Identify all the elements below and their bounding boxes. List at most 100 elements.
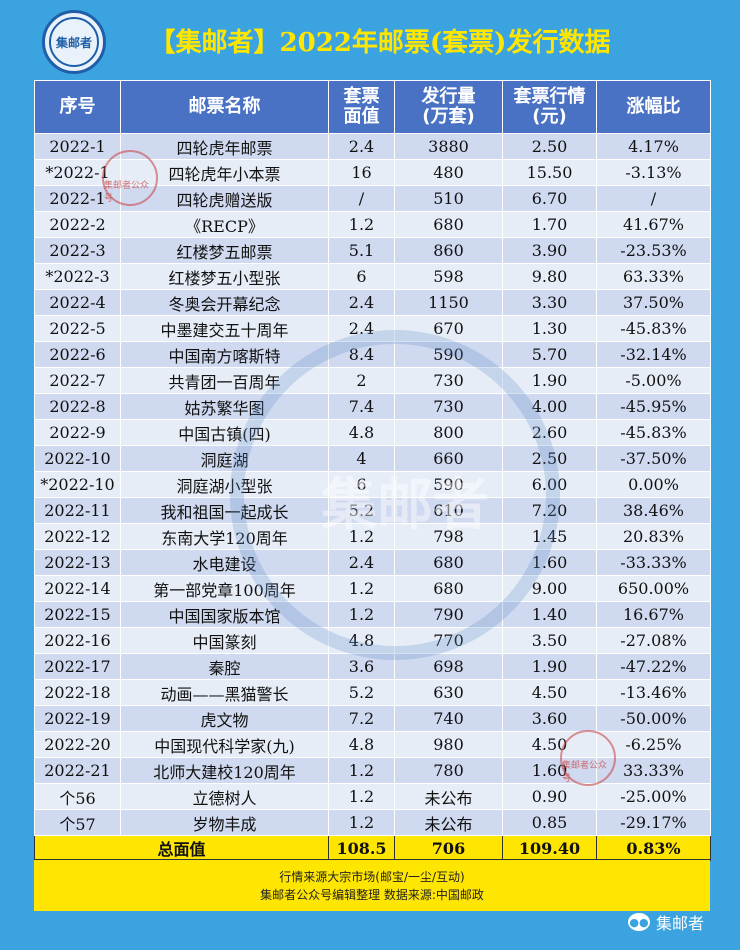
cell-market-price: 5.70 (502, 341, 597, 368)
cell-change: -45.83% (596, 315, 711, 342)
cell-stamp-name: 四轮虎赠送版 (120, 185, 329, 212)
cell-serial: 2022-12 (34, 523, 121, 550)
cell-market-price: 1.40 (502, 601, 597, 628)
cell-serial: 2022-16 (34, 627, 121, 654)
cell-face-value: / (328, 185, 395, 212)
cell-issue-volume: 598 (394, 263, 503, 290)
table-row: 2022-21 北师大建校120周年 1.2 780 1.60 33.33% (34, 757, 711, 784)
cell-face-value: 7.2 (328, 705, 395, 732)
cell-market-price: 2.50 (502, 445, 597, 472)
header: 集邮者 【集邮者】2022年邮票(套票)发行数据 (0, 0, 740, 80)
table-row: 2022-19 虎文物 7.2 740 3.60 -50.00% (34, 705, 711, 732)
cell-stamp-name: 中国篆刻 (120, 627, 329, 654)
col-header-issue-volume: 发行量 (万套) (394, 80, 503, 134)
table-row: *2022-3 红楼梦五小型张 6 598 9.80 63.33% (34, 263, 711, 290)
cell-stamp-name: 四轮虎年小本票 (120, 159, 329, 186)
cell-change: 4.17% (596, 133, 711, 160)
cell-face-value: 2.4 (328, 549, 395, 576)
cell-issue-volume: 590 (394, 471, 503, 498)
cell-stamp-name: 岁物丰成 (120, 809, 329, 836)
table-row: 2022-2 《RECP》 1.2 680 1.70 41.67% (34, 211, 711, 238)
cell-face-value: 1.2 (328, 211, 395, 238)
cell-issue-volume: 800 (394, 419, 503, 446)
table-row: 2022-4 冬奥会开幕纪念 2.4 1150 3.30 37.50% (34, 289, 711, 316)
cell-serial: 2022-14 (34, 575, 121, 602)
footer-credit-line: 集邮者公众号编辑整理 数据来源:中国邮政 (260, 888, 484, 902)
cell-issue-volume: 未公布 (394, 783, 503, 810)
cell-change: -47.22% (596, 653, 711, 680)
wechat-account-name: 集邮者 (656, 914, 705, 933)
cell-change: / (596, 185, 711, 212)
wechat-icon: ●● (628, 913, 650, 931)
cell-change: -50.00% (596, 705, 711, 732)
cell-issue-volume: 1150 (394, 289, 503, 316)
footer-source-line: 行情来源大宗市场(邮宝/一尘/互动) (279, 870, 465, 884)
cell-stamp-name: 红楼梦五邮票 (120, 237, 329, 264)
cell-face-value: 6 (328, 471, 395, 498)
cell-stamp-name: 秦腔 (120, 653, 329, 680)
total-label: 总面值 (34, 835, 329, 861)
cell-face-value: 5.1 (328, 237, 395, 264)
cell-serial: 2022-19 (34, 705, 121, 732)
cell-serial: 2022-21 (34, 757, 121, 784)
cell-change: 63.33% (596, 263, 711, 290)
cell-change: 33.33% (596, 757, 711, 784)
cell-change: 38.46% (596, 497, 711, 524)
cell-issue-volume: 770 (394, 627, 503, 654)
cell-serial: 2022-10 (34, 445, 121, 472)
cell-stamp-name: 动画——黑猫警长 (120, 679, 329, 706)
cell-stamp-name: 洞庭湖 (120, 445, 329, 472)
cell-change: -6.25% (596, 731, 711, 758)
table-row: 2022-6 中国南方喀斯特 8.4 590 5.70 -32.14% (34, 341, 711, 368)
stamp-table: 序号 邮票名称 套票 面值 发行量 (万套) 套票行情 (元) 涨幅比 2022-1 四… (34, 80, 711, 861)
cell-serial: *2022-10 (34, 471, 121, 498)
cell-market-price: 3.50 (502, 627, 597, 654)
cell-stamp-name: 中墨建交五十周年 (120, 315, 329, 342)
footer-note: 行情来源大宗市场(邮宝/一尘/互动) 集邮者公众号编辑整理 数据来源:中国邮政 (34, 859, 710, 911)
cell-serial: 2022-18 (34, 679, 121, 706)
cell-stamp-name: 水电建设 (120, 549, 329, 576)
cell-issue-volume: 790 (394, 601, 503, 628)
cell-issue-volume: 660 (394, 445, 503, 472)
cell-issue-volume: 680 (394, 549, 503, 576)
cell-market-price: 1.60 (502, 549, 597, 576)
logo: 集邮者 (42, 10, 106, 74)
cell-stamp-name: 洞庭湖小型张 (120, 471, 329, 498)
col-header-name: 邮票名称 (120, 80, 329, 134)
cell-market-price: 2.50 (502, 133, 597, 160)
cell-issue-volume: 610 (394, 497, 503, 524)
cell-stamp-name: 北师大建校120周年 (120, 757, 329, 784)
cell-stamp-name: 中国国家版本馆 (120, 601, 329, 628)
cell-face-value: 1.2 (328, 809, 395, 836)
table-row: 2022-17 秦腔 3.6 698 1.90 -47.22% (34, 653, 711, 680)
total-issue-volume: 706 (394, 835, 503, 861)
cell-serial: 2022-2 (34, 211, 121, 238)
cell-market-price: 1.90 (502, 653, 597, 680)
cell-change: 16.67% (596, 601, 711, 628)
table-row: 2022-11 我和祖国一起成长 5.2 610 7.20 38.46% (34, 497, 711, 524)
cell-face-value: 4 (328, 445, 395, 472)
cell-issue-volume: 798 (394, 523, 503, 550)
cell-face-value: 8.4 (328, 341, 395, 368)
cell-face-value: 16 (328, 159, 395, 186)
table-row: 2022-14 第一部党章100周年 1.2 680 9.00 650.00% (34, 575, 711, 602)
cell-serial: *2022-1 (34, 159, 121, 186)
table-header-row: 序号 邮票名称 套票 面值 发行量 (万套) 套票行情 (元) 涨幅比 (34, 80, 711, 134)
cell-serial: 2022-7 (34, 367, 121, 394)
table-row: 2022-7 共青团一百周年 2 730 1.90 -5.00% (34, 367, 711, 394)
cell-issue-volume: 未公布 (394, 809, 503, 836)
cell-face-value: 4.8 (328, 731, 395, 758)
cell-face-value: 4.8 (328, 419, 395, 446)
cell-serial: 2022-20 (34, 731, 121, 758)
cell-change: 20.83% (596, 523, 711, 550)
cell-market-price: 7.20 (502, 497, 597, 524)
cell-issue-volume: 590 (394, 341, 503, 368)
cell-change: -25.00% (596, 783, 711, 810)
col-header-serial: 序号 (34, 80, 121, 134)
table-row: 2022-18 动画——黑猫警长 5.2 630 4.50 -13.46% (34, 679, 711, 706)
cell-issue-volume: 680 (394, 575, 503, 602)
cell-market-price: 1.60 (502, 757, 597, 784)
cell-change: 37.50% (596, 289, 711, 316)
cell-stamp-name: 我和祖国一起成长 (120, 497, 329, 524)
cell-serial: 2022-4 (34, 289, 121, 316)
